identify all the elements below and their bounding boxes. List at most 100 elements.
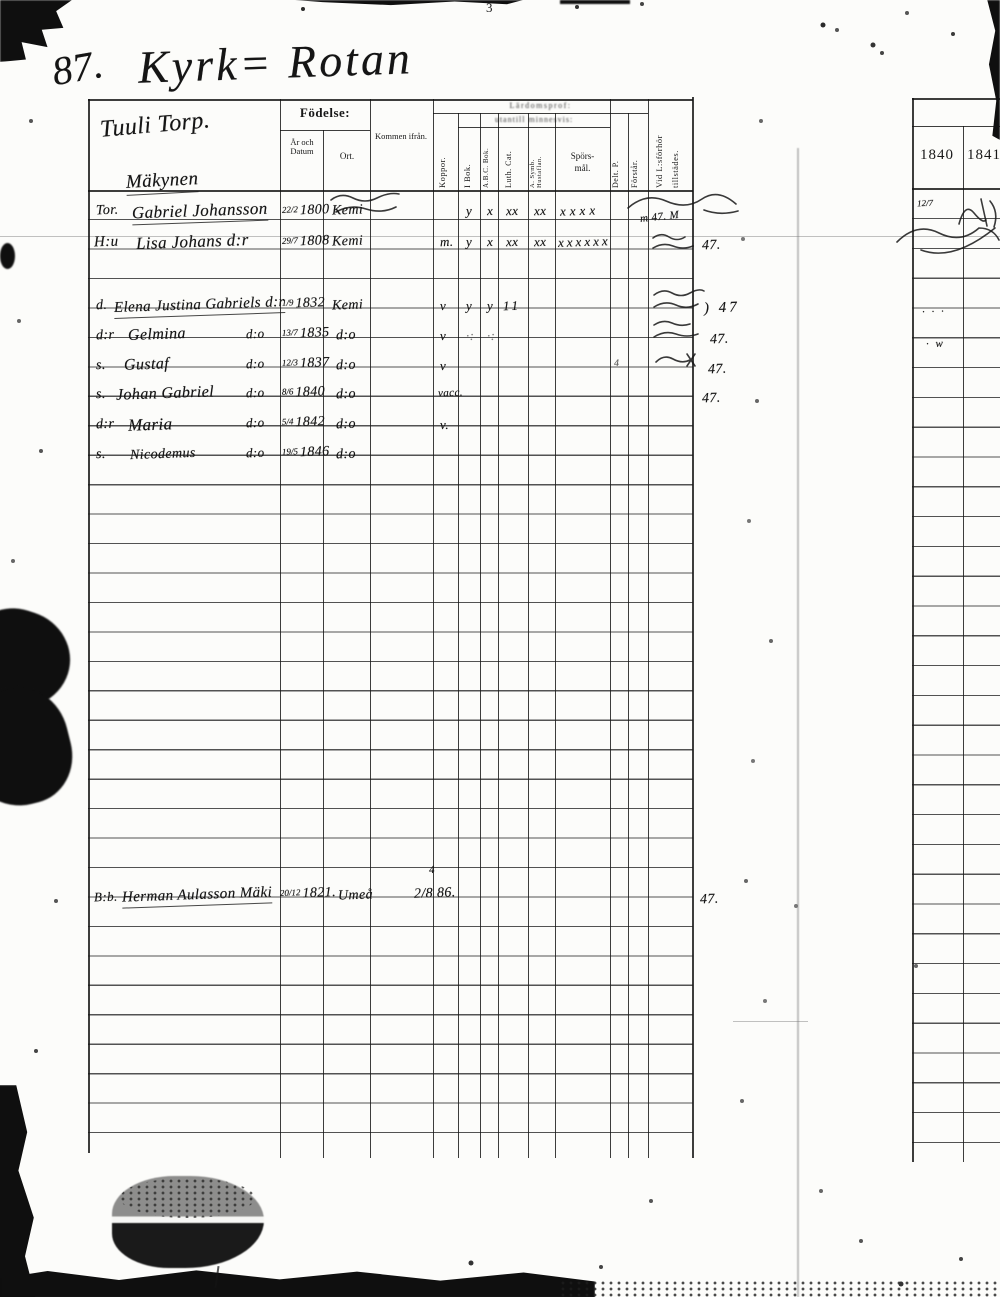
header-birth: Födelse: xyxy=(299,105,351,120)
mark-luth: 11 xyxy=(502,297,522,314)
mark-ibok: ·: xyxy=(465,327,475,344)
header-line-fodelse xyxy=(280,130,370,132)
table-top-border xyxy=(88,99,693,101)
illegible-scribble-row5 xyxy=(655,353,696,367)
person-name: Gabriel Johansson xyxy=(131,198,269,226)
table-row: d. Elena Justina Gabriels d:r 1/9 1832 Ke… xyxy=(88,290,748,320)
ditto-mark: d:o xyxy=(245,444,265,461)
mark-koppor: v xyxy=(439,297,447,314)
thumb-blot-left-2 xyxy=(0,676,83,818)
birth-date: 19/5 1846 xyxy=(281,444,330,461)
mark-koppor: v. xyxy=(439,416,450,433)
header-smallpox: Koppor. xyxy=(437,156,447,188)
relation: Tor. xyxy=(95,202,119,219)
table-body-rules xyxy=(88,219,693,1160)
margin-note: 47. xyxy=(709,331,729,348)
birth-date: 22/2 1800 xyxy=(281,202,330,219)
note-extra: 2/8 86. xyxy=(413,885,456,902)
scan-edge-sliver-top xyxy=(295,0,523,6)
margin-note: 47. xyxy=(701,237,721,254)
mark-hustavla: xx xyxy=(533,233,547,250)
person-name: Lisa Johans d:r xyxy=(135,230,250,253)
birth-place: Umeå xyxy=(337,887,374,904)
mark-luth: xx xyxy=(505,233,519,250)
mark-abc: y xyxy=(486,297,494,314)
margin-note: 47. xyxy=(699,891,719,908)
person-name: Maria xyxy=(127,414,173,435)
header-banner-2: utantill minnesvis: xyxy=(494,115,574,124)
mark-koppor: vacc. xyxy=(437,386,464,400)
scan-edge-right-top xyxy=(987,0,1000,140)
relation: B:b. xyxy=(93,888,118,905)
page-title: Kyrk= Rotan xyxy=(137,32,414,93)
birth-place: d:o xyxy=(335,446,357,463)
mark-abc: x xyxy=(486,202,494,219)
birth-date: 13/7 1835 xyxy=(281,325,330,342)
header-luther-catechism: Luth. Cat. xyxy=(504,150,513,188)
table-row: s. Johan Gabriel d:o 8/6 1840 d:o vacc. 4… xyxy=(88,379,748,409)
stray-top-mark: 3 xyxy=(486,0,493,15)
margin-note: 47. xyxy=(701,390,721,407)
right-communion-date: 12/7 xyxy=(916,197,934,209)
left-edge-smudge xyxy=(0,243,15,269)
page-number: 87. xyxy=(48,40,107,95)
bottom-edge-speckle xyxy=(560,1280,1000,1297)
table-right-border xyxy=(692,97,694,1158)
table-row: d:r Gelmina d:o 13/7 1835 d:o v ·: ·: 47. xyxy=(88,320,748,350)
header-bottom-line xyxy=(88,190,693,192)
person-name: Gelmina xyxy=(127,324,187,345)
person-name: Johan Gabriel xyxy=(115,383,215,404)
header-forst: Förstår. xyxy=(630,159,639,188)
header-attendance-line2: tillstädes. xyxy=(670,150,680,188)
scan-noise-specks xyxy=(0,0,2,2)
illegible-scribble-row4 xyxy=(653,320,699,338)
header-year-date: År och Datum xyxy=(290,137,314,156)
holding-name: Tuuli Torp. xyxy=(99,107,212,143)
mark-ibok: y xyxy=(465,297,473,314)
page-fold-line xyxy=(797,148,799,1297)
ditto-mark: d:o xyxy=(245,325,265,342)
relation: d:r xyxy=(95,416,115,433)
margin-note: 47. xyxy=(707,361,727,378)
right-w-mark: · w xyxy=(925,337,946,351)
mark-abc: x xyxy=(486,233,494,250)
left-edge-band-bottom xyxy=(0,1085,36,1297)
ditto-mark: d:o xyxy=(245,384,265,401)
bottom-edge-band xyxy=(0,1270,595,1297)
header-sporsmal-line1: Spörs- xyxy=(570,151,595,161)
right-header-line-top xyxy=(912,126,1000,128)
right-table-top-border xyxy=(912,98,1000,100)
relation: H:u xyxy=(93,233,119,251)
margin-note: m 47. M xyxy=(639,208,680,226)
table-row: s. Nicodemus d:o 19/5 1846 d:o xyxy=(88,439,748,469)
illegible-scribble-row2 xyxy=(652,233,694,249)
mark-delt: 4 xyxy=(613,357,620,370)
illegible-flourish-row1 xyxy=(627,193,739,215)
mark-hustavla: xx xyxy=(533,202,547,219)
margin-note: ) 47 xyxy=(703,299,741,317)
mark-abc: ·: xyxy=(486,327,496,344)
stray-mark-above-late-row: 4 xyxy=(428,863,436,877)
header-sporsmal-line2: mål. xyxy=(574,163,591,173)
relation: s. xyxy=(95,446,106,463)
mark-luth: xx xyxy=(505,202,519,219)
table-row: Tor. Gabriel Johansson 22/2 1800 Kemi y x… xyxy=(88,195,748,226)
person-name: Gustaf xyxy=(123,355,170,374)
birth-place: d:o xyxy=(335,327,357,344)
right-dots-mark: · · · xyxy=(921,305,946,319)
mark-koppor: v xyxy=(439,327,447,344)
header-abc-book: A.B.C. Bok. xyxy=(482,147,490,188)
birth-place: d:o xyxy=(335,416,357,433)
birth-date: 20/12 1821. xyxy=(279,885,337,902)
person-name: Nicodemus xyxy=(129,445,197,464)
birth-place: Kemi xyxy=(331,297,364,314)
table-row: s. Gustaf d:o 12/3 1837 d:o v 4 47. xyxy=(88,350,748,380)
mark-sporsmal: xxxx xyxy=(559,202,600,219)
table-row: d:r Maria d:o 5/4 1842 d:o v. xyxy=(88,409,748,439)
person-name: Elena Justina Gabriels d:r xyxy=(113,294,286,319)
relation: d. xyxy=(95,297,108,314)
ink-stamp-texture xyxy=(120,1178,255,1218)
birth-date: 1/9 1832 xyxy=(281,295,326,312)
right-year-1840: 1840 xyxy=(920,147,954,163)
